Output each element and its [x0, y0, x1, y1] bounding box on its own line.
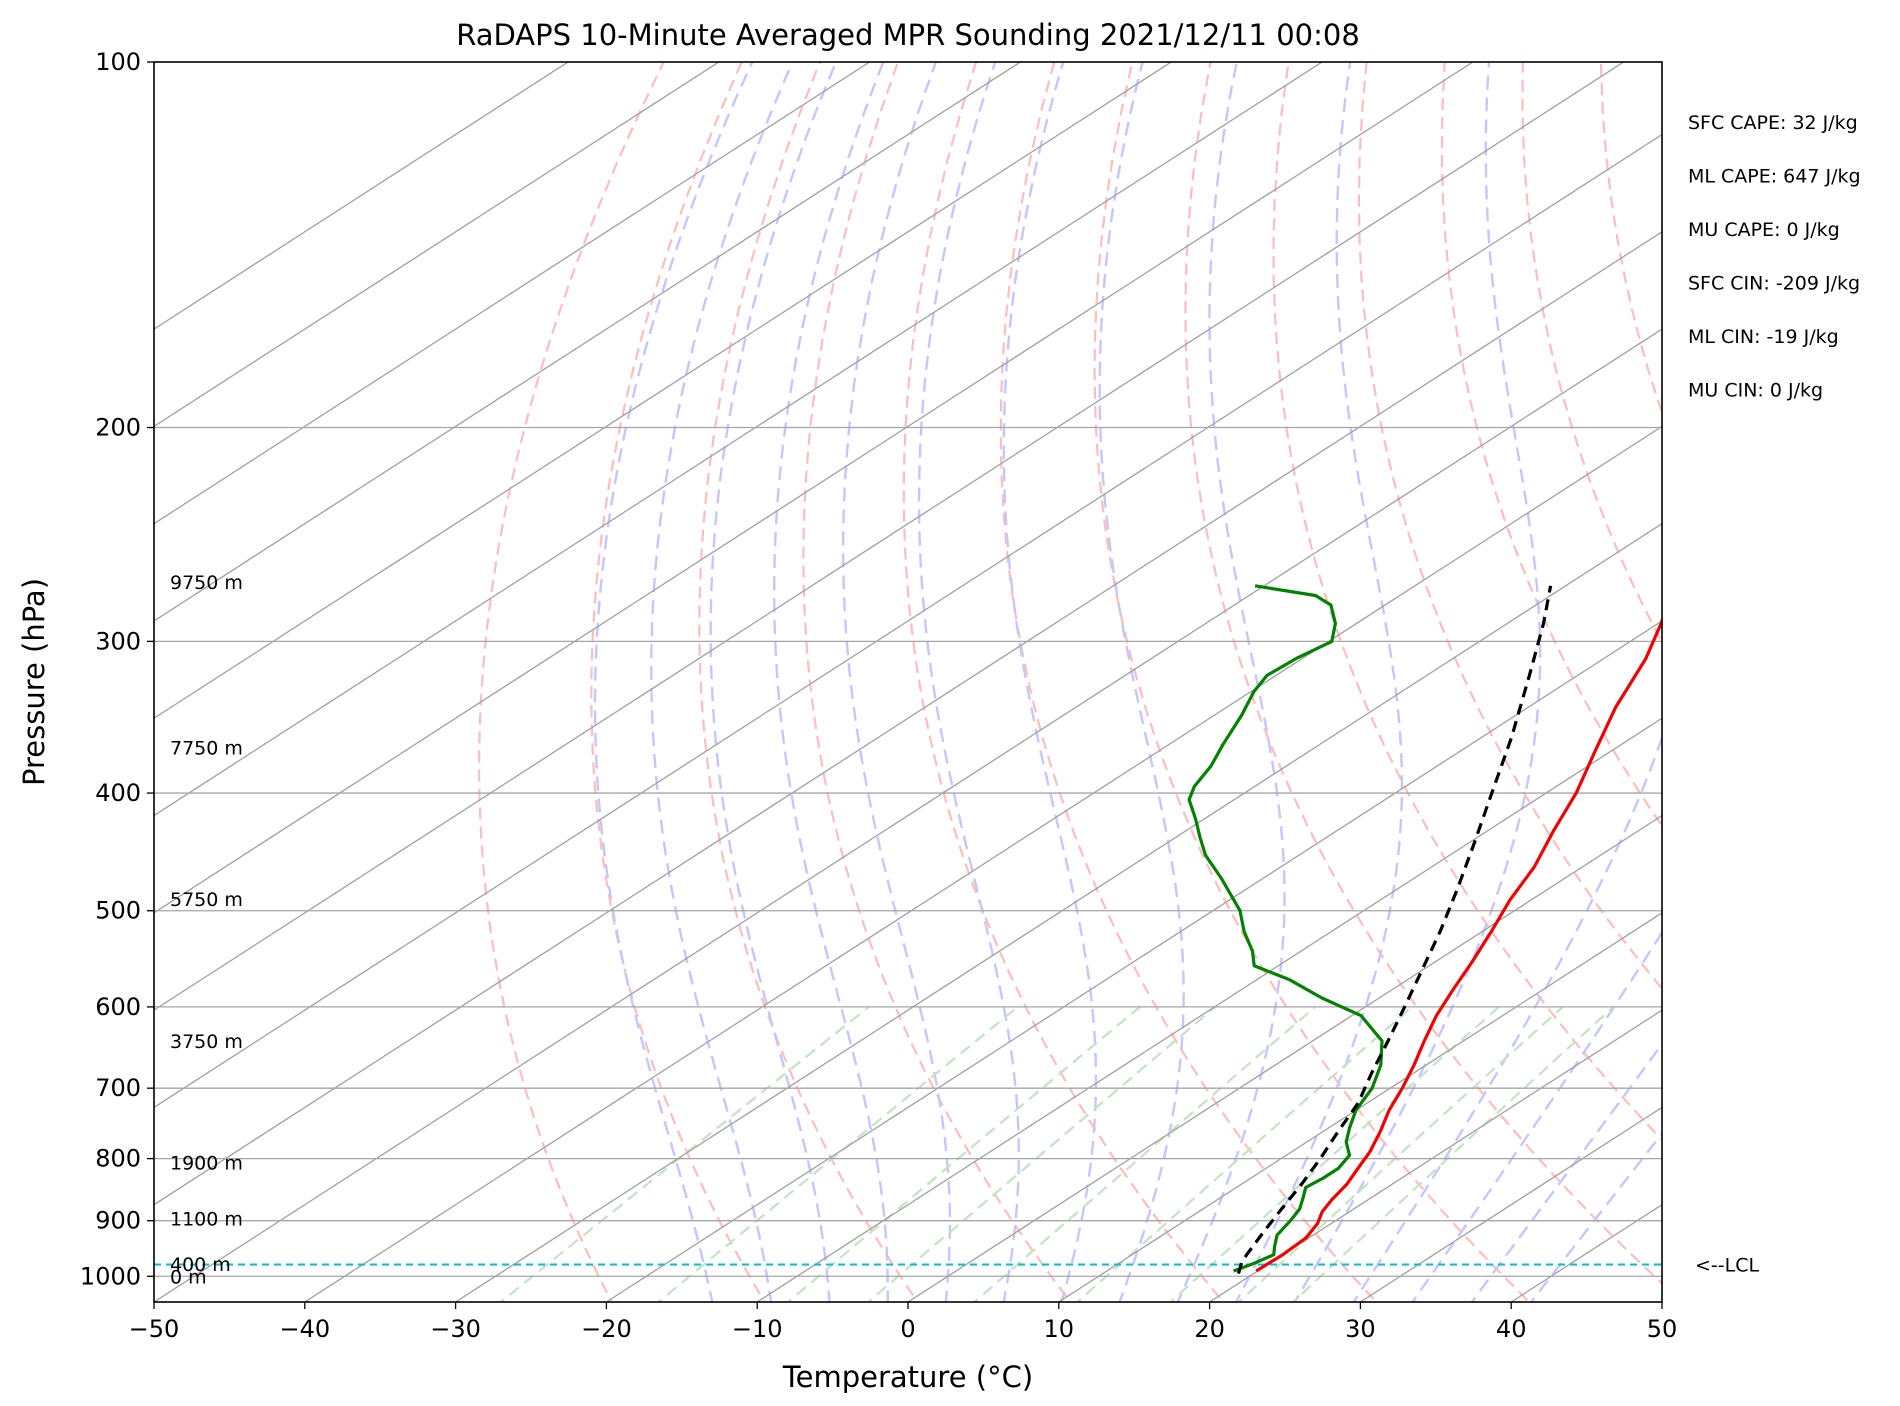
moist-adiabat [917, 62, 1020, 1302]
isotherm [1208, 1009, 1662, 1302]
stat-label: MU CAPE: 0 J/kg [1688, 219, 1840, 241]
isotherm [154, 328, 1662, 1302]
moist-adiabat [841, 62, 952, 1302]
mixing-ratio-line [499, 1006, 870, 1302]
mixing-ratio-line [656, 1006, 1019, 1302]
isotherm [154, 62, 1474, 914]
height-label: 3750 m [170, 1031, 243, 1053]
y-tick-label: 800 [95, 1145, 141, 1173]
mixing-ratio-line [1075, 1006, 1413, 1302]
stat-label: MU CIN: 0 J/kg [1688, 380, 1823, 402]
x-tick-label: −40 [279, 1315, 330, 1343]
y-axis-ticks: 100 200 300 400 500 600 700 800 900 1000 [80, 48, 154, 1290]
height-label: 400 m [170, 1254, 231, 1276]
isotherm [154, 62, 1022, 622]
dewpoint-line [1187, 584, 1384, 1273]
x-tick-label: 10 [1044, 1315, 1075, 1343]
dry-adiabat [1357, 62, 1662, 991]
isotherm [154, 62, 1324, 817]
x-tick-label: −10 [732, 1315, 783, 1343]
y-tick-label: 600 [95, 993, 141, 1021]
moist-adiabat [1002, 62, 1098, 1302]
dry-adiabat [1521, 62, 1662, 645]
x-tick-label: 0 [900, 1315, 915, 1343]
pressure-gridlines [154, 426, 1662, 1277]
sounding-series [154, 584, 1662, 1275]
x-axis-ticks: −50 −40 −30 −20 −10 0 10 20 30 40 50 [129, 1302, 1678, 1343]
y-tick-label: 1000 [80, 1262, 141, 1290]
x-tick-label: −50 [129, 1315, 180, 1343]
isotherm [154, 62, 570, 330]
moist-adiabat [773, 62, 889, 1302]
x-tick-label: −30 [430, 1315, 481, 1343]
y-tick-label: 900 [95, 1207, 141, 1235]
stat-label: ML CAPE: 647 J/kg [1688, 166, 1861, 188]
isotherm [1359, 1106, 1662, 1302]
moist-adiabat [1234, 62, 1404, 1302]
height-label: 1100 m [170, 1208, 243, 1230]
chart-title: RaDAPS 10-Minute Averaged MPR Sounding 2… [456, 18, 1360, 52]
y-tick-label: 300 [95, 627, 141, 655]
moist-adiabat [1098, 62, 1185, 1302]
isotherm [756, 717, 1662, 1302]
parcel-line [1236, 585, 1553, 1275]
x-axis-label: Temperature (°C) [782, 1360, 1033, 1394]
temperature-line [1255, 616, 1662, 1273]
height-label: 5750 m [170, 889, 243, 911]
isotherm [906, 814, 1662, 1302]
y-tick-label: 100 [95, 48, 141, 76]
isotherm [303, 425, 1662, 1302]
moist-adiabat [650, 62, 794, 1302]
y-axis-label: Pressure (hPa) [17, 578, 51, 786]
height-label: 7750 m [170, 738, 243, 760]
stat-label: ML CIN: -19 J/kg [1688, 326, 1839, 348]
isotherm [154, 231, 1662, 1206]
isotherm [154, 133, 1662, 1109]
y-tick-label: 400 [95, 779, 141, 807]
stat-label: SFC CIN: -209 J/kg [1688, 273, 1860, 295]
isotherm [454, 522, 1662, 1302]
height-label: 0 m [170, 1266, 207, 1288]
stat-label: SFC CAPE: 32 J/kg [1688, 112, 1858, 134]
lcl-label: <--LCL [1695, 1255, 1759, 1277]
isotherm [154, 62, 1625, 1011]
x-tick-label: 20 [1194, 1315, 1225, 1343]
mixing-ratio-line [1291, 1006, 1615, 1302]
moist-adiabat [709, 62, 838, 1302]
isotherm [605, 620, 1662, 1302]
isotherm [154, 62, 1173, 720]
instability-stats: SFC CAPE: 32 J/kg ML CAPE: 647 J/kg MU CAP… [1688, 112, 1861, 402]
mixing-ratio-line [1237, 1006, 1564, 1302]
x-tick-label: 30 [1345, 1315, 1376, 1343]
height-labels: 9750 m 7750 m 5750 m 3750 m 1900 m 1100 m 400 … [170, 572, 243, 1288]
mixing-ratio-line [866, 1006, 1217, 1302]
height-label: 9750 m [170, 572, 243, 594]
dry-adiabat [1272, 62, 1662, 1142]
y-tick-label: 700 [95, 1074, 141, 1102]
y-tick-label: 200 [95, 414, 141, 442]
height-label: 1900 m [170, 1153, 243, 1175]
x-tick-label: 40 [1496, 1315, 1527, 1343]
x-tick-label: −20 [581, 1315, 632, 1343]
y-tick-label: 500 [95, 897, 141, 925]
mixing-ratio-line [972, 1006, 1316, 1302]
mixing-ratio-line [786, 1006, 1141, 1302]
x-tick-label: 50 [1647, 1315, 1678, 1343]
isotherm [154, 62, 720, 428]
isotherm [154, 62, 871, 525]
